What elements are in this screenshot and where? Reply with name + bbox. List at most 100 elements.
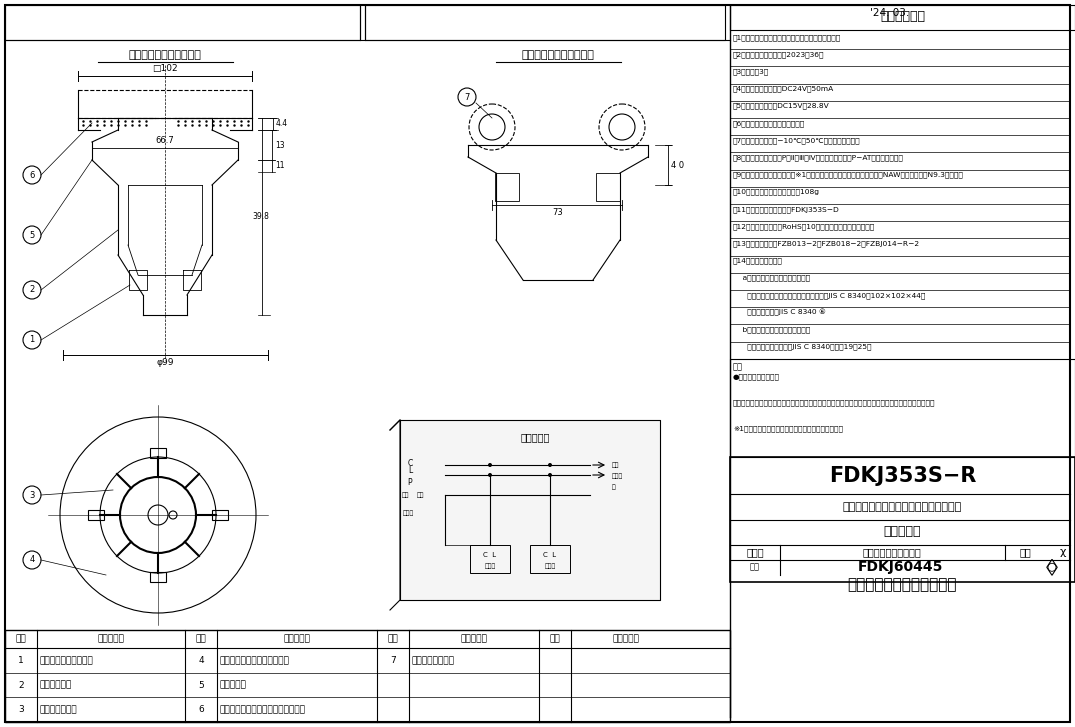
Circle shape <box>548 473 551 477</box>
Text: 名　　　称: 名 称 <box>612 635 639 643</box>
Text: 7: 7 <box>390 656 396 664</box>
Text: 第１技術部火報管理課: 第１技術部火報管理課 <box>862 547 921 557</box>
Text: （11）感知器ヘッド型名：FDKJ353S−D: （11）感知器ヘッド型名：FDKJ353S−D <box>733 206 840 212</box>
Text: 1: 1 <box>29 335 34 345</box>
Text: 66.7: 66.7 <box>156 136 174 145</box>
Circle shape <box>548 463 551 467</box>
Circle shape <box>23 331 41 349</box>
Text: ・塩代カバー　JIS C 8340 ⑥: ・塩代カバー JIS C 8340 ⑥ <box>733 309 826 316</box>
Text: □102: □102 <box>153 64 177 73</box>
Text: 6: 6 <box>198 705 204 714</box>
Text: 11: 11 <box>275 161 285 171</box>
Text: ・丸形露出ボックス　JIS C 8340（呈び19、25）: ・丸形露出ボックス JIS C 8340（呈び19、25） <box>733 344 872 350</box>
Text: 接　続　図: 接 続 図 <box>520 432 549 442</box>
Text: ●湿気・境環境強化型: ●湿気・境環境強化型 <box>733 374 780 380</box>
Text: 感知器: 感知器 <box>485 563 496 569</box>
Text: 露　出　型: 露 出 型 <box>884 526 921 538</box>
Text: （1）種別：光電式スポット型感知器（試験機能付）: （1）種別：光電式スポット型感知器（試験機能付） <box>733 34 842 41</box>
Text: 縮尺: 縮尺 <box>1019 547 1031 557</box>
Text: 6: 6 <box>29 171 34 180</box>
Bar <box>5 630 730 722</box>
Text: 発　行: 発 行 <box>746 547 764 557</box>
Bar <box>730 5 1075 30</box>
Text: （8）接続可能機器：準P／Ⅱ／Ⅲ／Ⅳシリーズ受信機、P−AT感知器用中継器: （8）接続可能機器：準P／Ⅱ／Ⅲ／Ⅳシリーズ受信機、P−AT感知器用中継器 <box>733 154 904 161</box>
Text: 5: 5 <box>198 680 204 689</box>
Text: 7: 7 <box>464 92 470 102</box>
Text: 備考: 備考 <box>733 363 743 371</box>
Text: （3）感度：3種: （3）感度：3種 <box>733 68 770 75</box>
Text: 名　　　称: 名 称 <box>284 635 311 643</box>
Text: 73: 73 <box>553 208 563 217</box>
Text: FDKJ60445: FDKJ60445 <box>858 561 943 574</box>
Text: ※1　ベースの色がライトグレーの場合があります。: ※1 ベースの色がライトグレーの場合があります。 <box>733 426 843 433</box>
Text: 能　美　防　災　株式会社: 能 美 防 災 株式会社 <box>848 577 957 593</box>
Text: b）露出ボックスを使用する場合: b）露出ボックスを使用する場合 <box>733 326 811 333</box>
Text: FDKJ353S−R: FDKJ353S−R <box>829 466 976 486</box>
Text: a）埋込ボックスを使用する場合: a）埋込ボックスを使用する場合 <box>733 275 811 281</box>
Text: 5: 5 <box>29 230 34 239</box>
Text: 3: 3 <box>18 705 24 714</box>
Text: 中形四角アウトレットボックス浅形: 中形四角アウトレットボックス浅形 <box>220 705 306 714</box>
Circle shape <box>23 551 41 569</box>
Text: ・中形四角アウトレットボックス浅形　JIS C 8340（102×102×44）: ・中形四角アウトレットボックス浅形 JIS C 8340（102×102×44） <box>733 292 926 299</box>
Bar <box>151 448 166 458</box>
Circle shape <box>488 473 492 477</box>
Bar <box>366 5 725 40</box>
Text: 種別表示シール　赤（金輪）: 種別表示シール 赤（金輪） <box>220 656 290 664</box>
Text: 確認灯（全周）: 確認灯（全周） <box>40 705 77 714</box>
Text: 3: 3 <box>29 491 34 499</box>
Polygon shape <box>400 420 660 600</box>
Text: （5）使用電圧範囲：DC15V～28.8V: （5）使用電圧範囲：DC15V～28.8V <box>733 103 830 109</box>
Text: 2: 2 <box>29 286 34 294</box>
Text: C  L: C L <box>544 552 557 558</box>
Text: （4）定格電圧、電流：DC24V、50mA: （4）定格電圧、電流：DC24V、50mA <box>733 86 834 92</box>
Text: 4 0: 4 0 <box>671 161 684 169</box>
Text: （9）主材：［本体、ベース（※1）］難燃性樿（ナチュラルホワイト（NAW）　マンセルN9.3近似色）: （9）主材：［本体、ベース（※1）］難燃性樿（ナチュラルホワイト（NAW） マン… <box>733 172 964 178</box>
Text: C  L: C L <box>484 552 497 558</box>
Text: P: P <box>407 478 413 487</box>
Text: 光電式スポット型感知器（試験機能付）: 光電式スポット型感知器（試験機能付） <box>843 502 962 512</box>
Circle shape <box>23 486 41 504</box>
Bar <box>212 510 228 520</box>
Text: 塩代カバー: 塩代カバー <box>220 680 247 689</box>
Text: （6）確認灯：赤色発光ダイオード: （6）確認灯：赤色発光ダイオード <box>733 120 805 126</box>
Text: 次の: 次の <box>612 462 619 467</box>
Bar <box>5 5 360 40</box>
Bar <box>151 572 166 582</box>
Text: （10）質量（ベース含む）：経108g: （10）質量（ベース含む）：経108g <box>733 189 820 196</box>
Bar <box>730 457 1075 582</box>
Text: 2: 2 <box>18 680 24 689</box>
Text: 仕　　　　様: 仕 様 <box>880 10 924 23</box>
Bar <box>730 359 1075 457</box>
Text: （14）適合ボックス：: （14）適合ボックス： <box>733 257 783 264</box>
Text: 4: 4 <box>29 555 34 564</box>
Text: χ: χ <box>1060 547 1066 557</box>
Text: 感知器ヘッド（本体）: 感知器ヘッド（本体） <box>40 656 94 664</box>
Text: 4.4: 4.4 <box>276 119 288 129</box>
Text: 埋込ボックス使用の場合: 埋込ボックス使用の場合 <box>129 50 201 60</box>
Text: （7）使用温度範囲：−10℃～50℃（結露なきこと）: （7）使用温度範囲：−10℃～50℃（結露なきこと） <box>733 137 861 144</box>
Bar <box>494 173 519 201</box>
Text: 露出型ベース: 露出型ベース <box>40 680 72 689</box>
Circle shape <box>148 505 168 525</box>
Bar <box>530 545 570 573</box>
Text: 表示: 表示 <box>416 492 424 497</box>
Text: （13）適合ベース：FZB013−2、FZB018−2、FZBJ014−R−2: （13）適合ベース：FZB013−2、FZB018−2、FZBJ014−R−2 <box>733 241 920 247</box>
Circle shape <box>458 88 476 106</box>
Bar <box>596 173 620 201</box>
Circle shape <box>23 226 41 244</box>
Text: 13: 13 <box>275 140 285 150</box>
Circle shape <box>23 281 41 299</box>
Text: 1: 1 <box>18 656 24 664</box>
Text: 4: 4 <box>198 656 204 664</box>
Text: （2）検定型式番号：感第2023～36号: （2）検定型式番号：感第2023～36号 <box>733 51 825 58</box>
Text: '24. 03.: '24. 03. <box>870 8 909 18</box>
Text: C: C <box>407 459 413 468</box>
Text: 名　　　称: 名 称 <box>98 635 125 643</box>
Text: 露出ボックス使用の場合: 露出ボックス使用の場合 <box>521 50 594 60</box>
Text: L: L <box>407 466 412 475</box>
Text: 39.8: 39.8 <box>252 212 269 221</box>
Text: （12）環境負荷対応：RoHS（10物質）適合（感知器ヘッド）: （12）環境負荷対応：RoHS（10物質）適合（感知器ヘッド） <box>733 223 875 230</box>
Text: 共通: 共通 <box>401 492 409 497</box>
Text: 感知器: 感知器 <box>402 510 414 515</box>
